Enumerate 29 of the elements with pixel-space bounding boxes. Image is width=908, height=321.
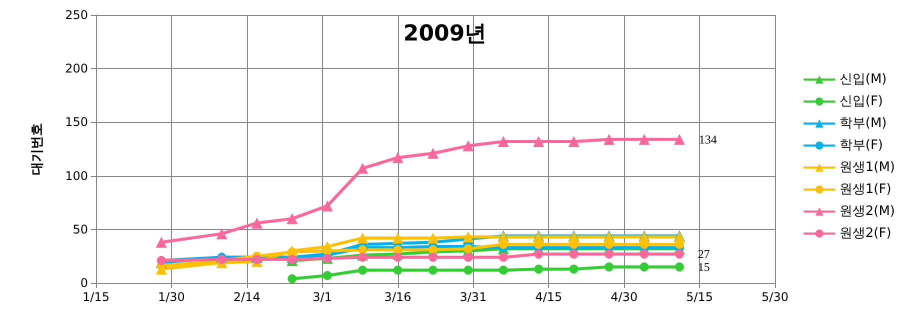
y-axis-title: 대기번호	[30, 123, 45, 175]
x-tick-label: 2/14	[233, 290, 260, 304]
chart-title: 2009년	[403, 22, 487, 46]
x-tick-label: 5/15	[686, 290, 714, 304]
legend-label: 신입(F)	[839, 94, 883, 109]
y-tick-label: 100	[65, 168, 88, 183]
legend-label: 신입(M)	[839, 72, 887, 87]
y-tick-label: 50	[72, 222, 88, 236]
x-tick-label: 5/30	[762, 290, 788, 304]
legend-label: 원생2(F)	[839, 226, 892, 241]
legend-label: 원생2(M)	[839, 204, 896, 219]
data-label: 15	[698, 260, 710, 274]
data-label: 134	[698, 132, 717, 146]
x-tick-label: 3/16	[384, 290, 412, 304]
y-tick-label: 150	[65, 115, 88, 130]
legend-label: 학부(M)	[839, 116, 887, 131]
x-tick-label: 1/15	[82, 290, 110, 304]
x-tick-label: 3/1	[312, 290, 332, 304]
x-tick-label: 4/30	[610, 290, 638, 304]
legend-label: 학부(F)	[839, 138, 883, 153]
y-tick-label: 0	[80, 276, 88, 290]
x-tick-label: 3/31	[460, 290, 487, 304]
y-tick-label: 250	[65, 8, 88, 22]
data-label: 27	[698, 247, 710, 262]
legend-label: 원생1(F)	[839, 182, 892, 197]
x-tick-label: 1/30	[158, 290, 185, 304]
legend-label: 원생1(M)	[839, 160, 896, 175]
x-tick-label: 4/15	[535, 290, 562, 304]
y-tick-label: 200	[65, 62, 88, 76]
